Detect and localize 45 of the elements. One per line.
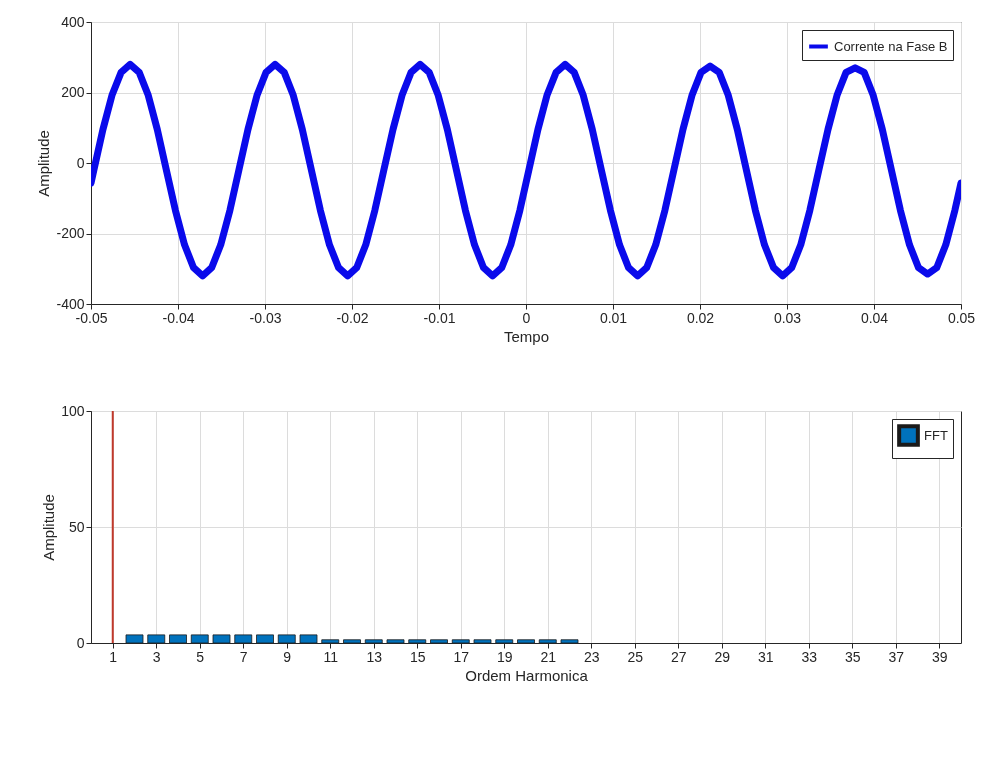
- legend-label: Corrente na Fase B: [834, 38, 948, 54]
- x-tick-label: 5: [196, 648, 205, 665]
- legend-label: FFT: [924, 427, 948, 443]
- x-tick-label: -0.02: [336, 309, 369, 326]
- x-tick-label: 0: [522, 309, 531, 326]
- x-tick-label: 39: [931, 648, 948, 665]
- x-tick-label: 15: [409, 648, 426, 665]
- y-axis-title: Amplitude: [35, 130, 53, 197]
- x-tick-label: 13: [366, 648, 383, 665]
- x-tick-label: 37: [888, 648, 905, 665]
- y-tick-label: 400: [61, 13, 85, 30]
- x-tick-label: 0.05: [947, 309, 976, 326]
- x-tick-label: 0.04: [860, 309, 889, 326]
- x-tick-label: 7: [239, 648, 248, 665]
- x-tick-label: 0.02: [686, 309, 715, 326]
- y-tick-label: 100: [61, 402, 85, 419]
- x-tick-label: 11: [323, 648, 339, 665]
- y-tick-label: 200: [61, 84, 85, 100]
- y-tick-label: -400: [56, 295, 85, 312]
- x-tick-label: 17: [453, 648, 470, 665]
- y-tick-label: 0: [76, 154, 85, 171]
- x-tick-label: 0.01: [599, 309, 628, 326]
- x-tick-label: 0.03: [773, 309, 802, 326]
- x-tick-label: -0.03: [249, 309, 282, 326]
- x-tick-label: 21: [540, 648, 557, 665]
- x-tick-label: 19: [496, 648, 513, 665]
- y-axis-title: Amplitude: [40, 494, 58, 561]
- x-tick-label: 35: [844, 648, 861, 665]
- x-tick-label: 23: [583, 648, 600, 665]
- x-axis-title: Ordem Harmonica: [465, 666, 589, 684]
- x-tick-label: 31: [757, 648, 774, 665]
- x-tick-label: 33: [801, 648, 818, 665]
- x-tick-label: 1: [109, 648, 118, 665]
- y-tick-label: 50: [68, 518, 85, 535]
- x-tick-label: 9: [283, 648, 292, 665]
- x-tick-label: -0.05: [75, 309, 108, 326]
- x-axis-title: Tempo: [503, 327, 550, 345]
- x-tick-label: 25: [627, 648, 644, 665]
- x-tick-label: -0.04: [162, 309, 195, 326]
- x-tick-label: 27: [670, 648, 687, 665]
- x-tick-label: -0.01: [423, 309, 456, 326]
- y-tick-label: 0: [76, 634, 85, 651]
- y-tick-label: -200: [56, 225, 85, 241]
- x-tick-label: 29: [714, 648, 731, 665]
- x-tick-label: 3: [152, 648, 161, 665]
